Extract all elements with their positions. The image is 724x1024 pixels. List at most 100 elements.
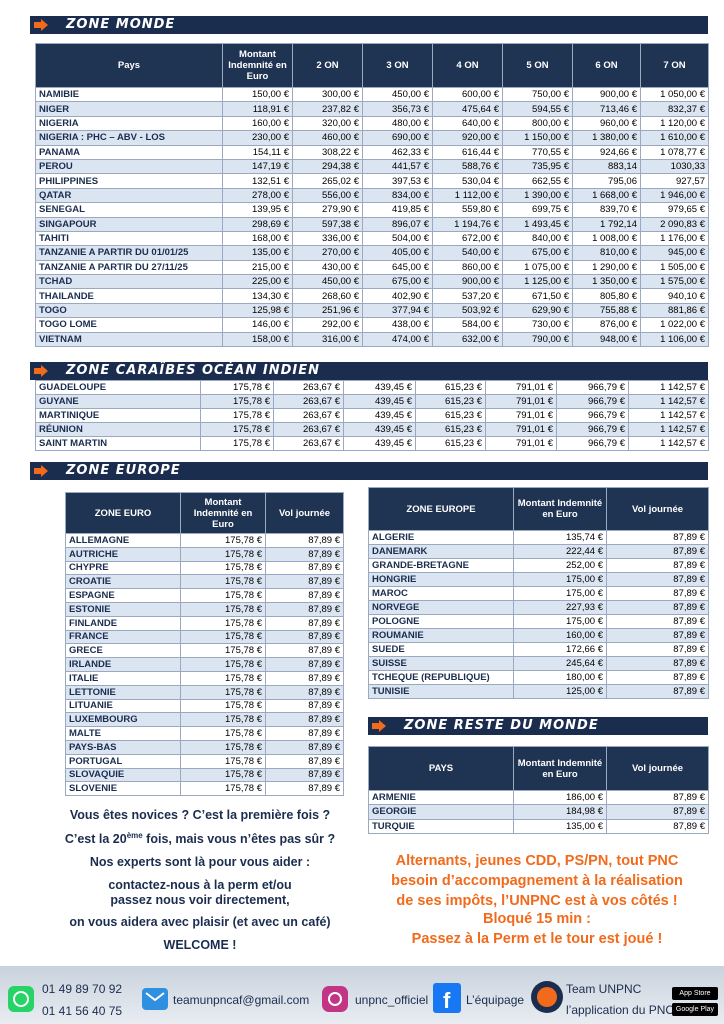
value-cell: 87,89 €: [265, 753, 344, 769]
name-cell: PHILIPPINES: [35, 173, 223, 189]
value-cell: 839,70 €: [572, 202, 641, 218]
value-cell: 125,98 €: [222, 302, 293, 319]
value-cell: 135,00 €: [222, 245, 293, 261]
row: ALLEMAGNE 175,78 €87,89 €: [65, 533, 344, 548]
value-cell: 439,45 €: [343, 436, 416, 451]
value-cell: 87,89 €: [265, 712, 344, 728]
svg-text:f: f: [443, 988, 451, 1013]
name-cell: FRANCE: [65, 629, 181, 645]
name-cell: NIGERIA: [35, 115, 223, 132]
app-subtitle: l’application du PNC: [566, 1003, 675, 1017]
value-cell: 175,78 €: [180, 560, 266, 576]
name-cell: AUTRICHE: [65, 546, 181, 562]
value-cell: 662,55 €: [502, 173, 573, 189]
help-line: Vous êtes novices ? C’est la première fo…: [69, 808, 331, 822]
value-cell: 690,00 €: [362, 130, 433, 146]
name-cell: POLOGNE: [368, 614, 514, 629]
value-cell: 584,00 €: [432, 317, 503, 333]
value-cell: 795,06: [572, 173, 641, 189]
value-cell: 1 946,00 €: [640, 187, 709, 204]
value-cell: 537,20 €: [432, 288, 503, 304]
value-cell: 147,19 €: [222, 158, 293, 175]
title-bar: ZONE CARAÏBES OCÉAN INDIEN: [30, 362, 708, 380]
app-store-badge[interactable]: App Store: [672, 987, 718, 1000]
value-cell: 175,00 €: [513, 614, 607, 629]
value-cell: 87,89 €: [606, 642, 709, 657]
value-cell: 87,89 €: [606, 544, 709, 559]
value-cell: 1 142,57 €: [628, 436, 709, 451]
header-row: ZONE EUROPE Montant Indemnité en Euro Vol …: [368, 487, 709, 531]
value-cell: 594,55 €: [502, 101, 573, 117]
value-cell: 184,98 €: [513, 804, 607, 820]
value-cell: 960,00 €: [572, 115, 641, 132]
value-cell: 600,00 €: [432, 86, 503, 103]
value-cell: 1 125,00 €: [502, 274, 573, 290]
promo-line: besoin d’accompagnement à la réalisation: [391, 873, 683, 889]
row: QATAR 278,00 €556,00 €834,00 €1 112,00 €1…: [35, 187, 709, 204]
value-cell: 215,00 €: [222, 259, 293, 276]
name-cell: TUNISIE: [368, 684, 514, 699]
value-cell: 615,23 €: [415, 422, 486, 437]
value-cell: 134,30 €: [222, 288, 293, 304]
row: SLOVAQUIE 175,78 €87,89 €: [65, 767, 344, 783]
value-cell: 616,44 €: [432, 144, 503, 160]
value-cell: 441,57 €: [362, 158, 433, 175]
help-text: fois, mais vous n’êtes pas sûr ?: [142, 832, 336, 847]
row: TURQUIE 135,00 €87,89 €: [368, 818, 709, 834]
table: Pays Montant Indemnité en Euro 2 ON 3 ON 4 O…: [35, 43, 709, 348]
row: PANAMA 154,11 €308,22 €462,33 €616,44 €77…: [35, 144, 709, 160]
google-play-badge[interactable]: Google Play: [672, 1003, 718, 1016]
value-cell: 1 022,00 €: [640, 317, 709, 333]
value-cell: 1 575,00 €: [640, 274, 709, 290]
value-cell: 1 350,00 €: [572, 274, 641, 290]
value-cell: 87,89 €: [606, 572, 709, 587]
value-cell: 1 142,57 €: [628, 394, 709, 409]
table: ZONE EURO Montant Indemnité en Euro Vol jo…: [65, 492, 344, 797]
value-cell: 1 120,00 €: [640, 115, 709, 132]
value-cell: 87,89 €: [606, 614, 709, 629]
value-cell: 1 176,00 €: [640, 230, 709, 247]
header-cell: Vol journée: [265, 492, 344, 534]
value-cell: 175,78 €: [180, 588, 266, 603]
value-cell: 439,45 €: [343, 408, 416, 423]
value-cell: 770,55 €: [502, 144, 573, 160]
value-cell: 790,00 €: [502, 331, 573, 348]
name-cell: SENEGAL: [35, 202, 223, 218]
value-cell: 175,78 €: [180, 574, 266, 590]
section-title: ZONE CARAÏBES OCÉAN INDIEN: [66, 363, 320, 378]
value-cell: 132,51 €: [222, 173, 293, 189]
value-cell: 175,78 €: [180, 670, 266, 686]
value-cell: 87,89 €: [265, 615, 344, 631]
value-cell: 168,00 €: [222, 230, 293, 247]
promo-line: Alternants, jeunes CDD, PS/PN, tout PNC: [395, 853, 679, 869]
row: POLOGNE 175,00 €87,89 €: [368, 614, 709, 629]
row: ALGERIE 135,74 €87,89 €: [368, 530, 709, 545]
row: NIGERIA : PHC – ABV - LOS 230,00 €460,00 …: [35, 130, 709, 146]
help-text: C’est la 20: [64, 832, 127, 847]
value-cell: 87,89 €: [606, 804, 709, 820]
value-cell: 175,78 €: [180, 643, 266, 659]
value-cell: 263,67 €: [273, 394, 344, 409]
name-cell: PORTUGAL: [65, 753, 181, 769]
value-cell: 860,00 €: [432, 259, 503, 276]
header-cell: ZONE EUROPE: [368, 487, 514, 531]
footer: 01 49 89 70 92 01 41 56 40 75 teamunpnca…: [0, 966, 724, 1024]
value-cell: 87,89 €: [606, 789, 709, 806]
value-cell: 439,45 €: [343, 380, 416, 395]
name-cell: GEORGIE: [368, 804, 514, 820]
value-cell: 675,00 €: [362, 274, 433, 290]
value-cell: 1 075,00 €: [502, 259, 573, 276]
value-cell: 175,78 €: [180, 739, 266, 755]
value-cell: 175,78 €: [200, 422, 274, 437]
value-cell: 480,00 €: [362, 115, 433, 132]
instagram-icon: [322, 986, 348, 1012]
value-cell: 87,89 €: [606, 628, 709, 643]
row: LITUANIE 175,78 €87,89 €: [65, 698, 344, 714]
row: RÉUNION 175,78 €263,67 €439,45 €615,23 €7…: [35, 422, 709, 437]
value-cell: 419,85 €: [362, 202, 433, 218]
value-cell: 265,02 €: [292, 173, 363, 189]
value-cell: 504,00 €: [362, 230, 433, 247]
header-cell: 3 ON: [362, 43, 433, 88]
row: VIETNAM 158,00 €316,00 €474,00 €632,00 €7…: [35, 331, 709, 348]
